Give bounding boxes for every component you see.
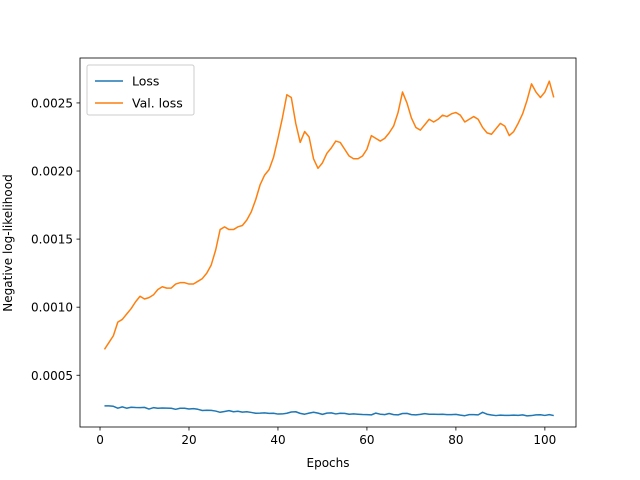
x-tick-label: 20: [181, 433, 196, 447]
x-tick-label: 60: [359, 433, 374, 447]
y-axis-label: Negative log-likelihood: [1, 174, 15, 311]
legend-label: Loss: [132, 74, 159, 89]
legend-label: Val. loss: [132, 96, 183, 111]
x-axis-label: Epochs: [307, 456, 350, 470]
x-tick-label: 40: [270, 433, 285, 447]
y-tick-label: 0.0025: [31, 96, 73, 110]
x-tick-label: 100: [533, 433, 556, 447]
axes: 0 20 40 60 80 100 0.0005 0.0010 0.0015 0.0020 0.00…: [31, 57, 577, 447]
x-tick-label: 0: [96, 433, 104, 447]
axes-frame: [79, 57, 577, 428]
x-tick-label: 80: [448, 433, 463, 447]
plot-area: [103, 80, 555, 417]
y-tick-label: 0.0020: [31, 165, 73, 179]
series-line-loss: [104, 405, 554, 417]
y-tick-label: 0.0005: [31, 369, 73, 383]
y-tick-label: 0.0015: [31, 233, 73, 247]
series-line-val-loss: [103, 80, 555, 350]
legend: Loss Val. loss: [86, 64, 195, 116]
y-tick-label: 0.0010: [31, 301, 73, 315]
